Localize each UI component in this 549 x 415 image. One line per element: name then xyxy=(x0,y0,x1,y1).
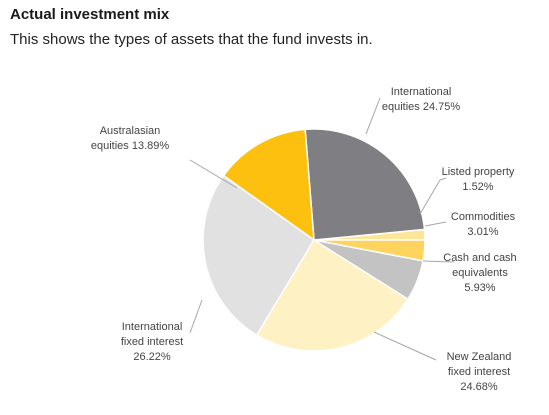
slice-label-international-fixed-interest: International fixed interest 26.22% xyxy=(121,321,183,363)
slice-label-line: 24.68% xyxy=(460,381,498,393)
leader-line-commodities xyxy=(424,221,447,227)
slice-label-international-equities: International equities 24.75% xyxy=(382,86,460,113)
slice-label-commodities: Commodities 3.01% xyxy=(451,211,516,238)
slice-label-new-zealand-fixed-interest: New Zealand fixed interest 24.68% xyxy=(447,351,512,393)
slice-label-cash-and-cash-equivalents: Cash and cash equivalents 5.93% xyxy=(443,252,516,294)
pie-slices xyxy=(202,128,426,352)
slice-label-australasian-equities: Australasian equities 13.89% xyxy=(91,125,169,152)
slice-label-line: equivalents xyxy=(452,267,508,279)
pie-slice-international-equities xyxy=(304,128,426,241)
slice-label-line: Australasian xyxy=(100,125,161,137)
slice-label-line: fixed interest xyxy=(121,336,183,348)
slice-label-line: 1.52% xyxy=(462,181,493,193)
slice-label-line: International xyxy=(122,321,183,333)
slice-label-line: 26.22% xyxy=(133,351,171,363)
chart-subtitle: This shows the types of assets that the … xyxy=(10,31,373,48)
slice-label-line: Listed property xyxy=(442,166,515,178)
leader-line-australasian-equities xyxy=(189,159,238,189)
slice-label-line: New Zealand xyxy=(447,351,512,363)
slice-label-line: International xyxy=(391,86,452,98)
slice-label-line: equities 13.89% xyxy=(91,140,169,152)
slice-label-line: 5.93% xyxy=(464,282,495,294)
slice-label-line: equities 24.75% xyxy=(382,101,460,113)
slice-label-line: Cash and cash xyxy=(443,252,516,264)
slice-labels: Listed property 1.52% International equitie… xyxy=(91,86,517,393)
slice-label-line: 3.01% xyxy=(467,226,498,238)
pie-slice-new-zealand-fixed-interest xyxy=(255,238,409,352)
slice-label-listed-property: Listed property 1.52% xyxy=(442,166,515,193)
pie-slice-international-fixed-interest xyxy=(202,174,316,337)
leader-line-new-zealand-fixed-interest xyxy=(373,331,437,361)
chart-title: Actual investment mix xyxy=(10,6,170,23)
leader-lines xyxy=(189,97,455,361)
slice-label-line: Commodities xyxy=(451,211,516,223)
slice-label-line: fixed interest xyxy=(448,366,510,378)
leader-line-international-equities xyxy=(365,97,381,135)
leader-line-international-fixed-interest xyxy=(189,299,203,334)
pie-slice-australasian-equities xyxy=(222,128,315,242)
leader-line-listed-property xyxy=(419,177,447,215)
leader-line-cash-and-cash-equivalents xyxy=(422,260,455,263)
